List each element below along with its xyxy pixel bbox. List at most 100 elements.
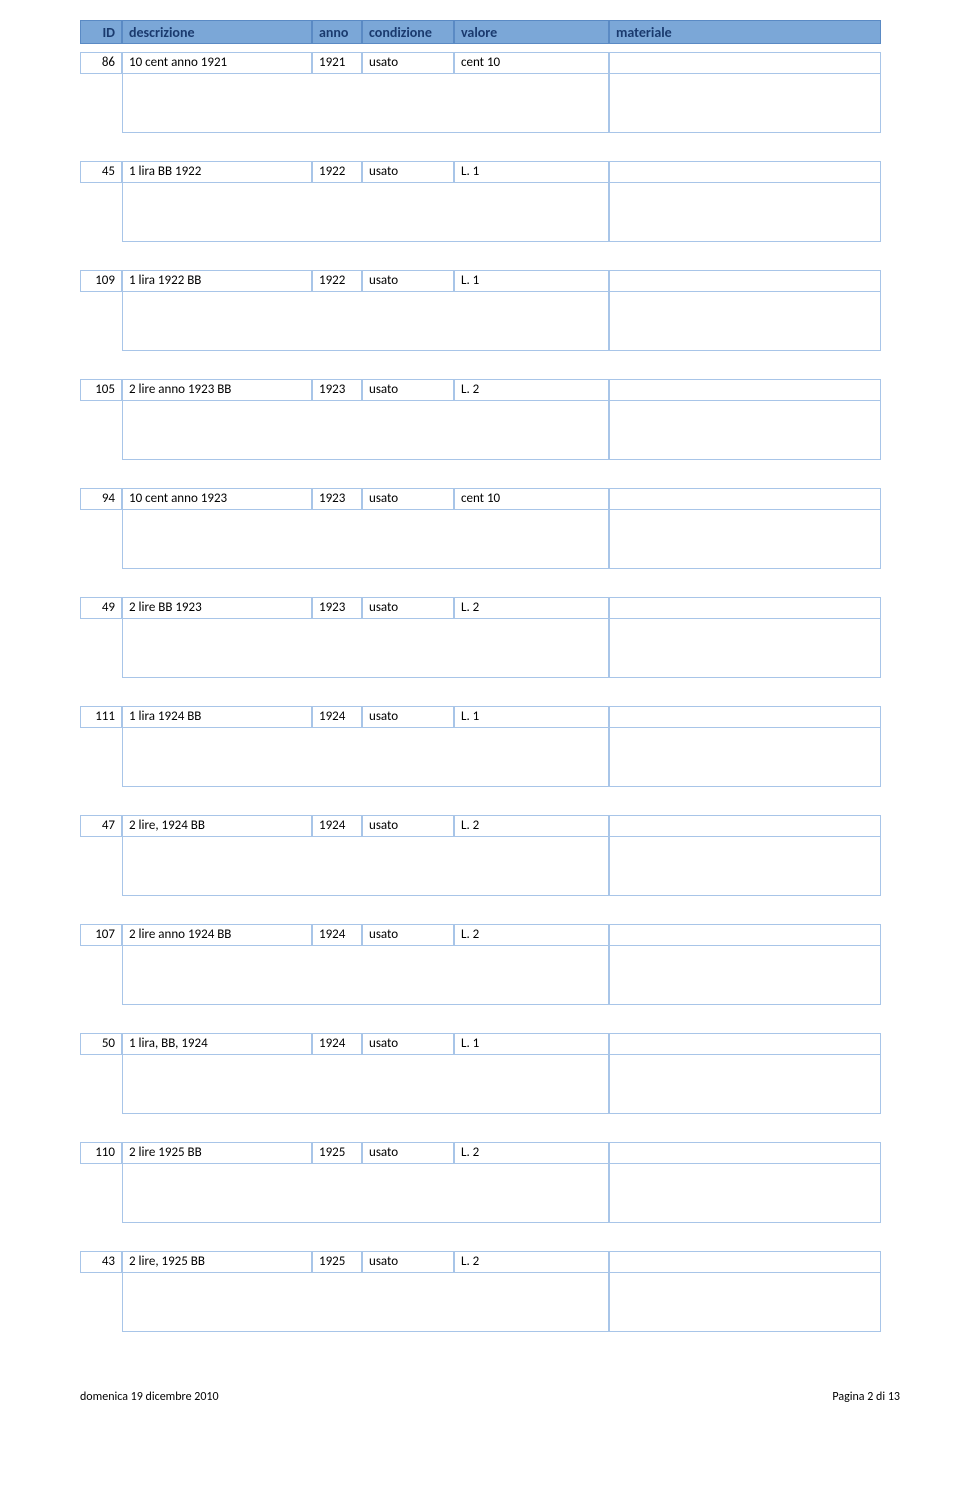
detail-box-right [609, 727, 881, 787]
cell-materiale [609, 161, 881, 183]
cell-valore: L. 2 [454, 924, 609, 946]
record-main-row: 1072 lire anno 1924 BB1924usatoL. 2 [80, 924, 900, 946]
record-main-row: 432 lire, 1925 BB1925usatoL. 2 [80, 1251, 900, 1273]
detail-box-right [609, 618, 881, 678]
record-detail-row [80, 945, 900, 1005]
detail-box-left [122, 182, 609, 242]
detail-spacer [80, 509, 122, 569]
cell-id: 86 [80, 52, 122, 74]
record-detail-row [80, 727, 900, 787]
record-main-row: 1102 lire 1925 BB1925usatoL. 2 [80, 1142, 900, 1164]
footer-date: domenica 19 dicembre 2010 [80, 1390, 219, 1404]
detail-spacer [80, 400, 122, 460]
record-detail-row [80, 509, 900, 569]
record-detail-row [80, 1272, 900, 1332]
table-row: 432 lire, 1925 BB1925usatoL. 2 [80, 1251, 900, 1332]
cell-id: 49 [80, 597, 122, 619]
header-condizione: condizione [362, 20, 454, 44]
cell-id: 105 [80, 379, 122, 401]
record-main-row: 492 lire BB 19231923usatoL. 2 [80, 597, 900, 619]
cell-condizione: usato [362, 815, 454, 837]
record-main-row: 472 lire, 1924 BB1924usatoL. 2 [80, 815, 900, 837]
page-footer: domenica 19 dicembre 2010 Pagina 2 di 13 [0, 1390, 960, 1424]
table-row: 1072 lire anno 1924 BB1924usatoL. 2 [80, 924, 900, 1005]
cell-anno: 1925 [312, 1251, 362, 1273]
cell-condizione: usato [362, 597, 454, 619]
cell-condizione: usato [362, 706, 454, 728]
cell-materiale [609, 52, 881, 74]
record-main-row: 1052 lire anno 1923 BB1923usatoL. 2 [80, 379, 900, 401]
report-page: ID descrizione anno condizione valore ma… [0, 0, 960, 1390]
cell-condizione: usato [362, 379, 454, 401]
record-detail-row [80, 400, 900, 460]
detail-box-right [609, 945, 881, 1005]
header-id: ID [80, 20, 122, 44]
detail-box-left [122, 291, 609, 351]
cell-valore: cent 10 [454, 52, 609, 74]
cell-anno: 1923 [312, 379, 362, 401]
detail-spacer [80, 182, 122, 242]
cell-id: 110 [80, 1142, 122, 1164]
records-container: 8610 cent anno 19211921usatocent 10451 l… [80, 52, 900, 1332]
detail-box-right [609, 836, 881, 896]
header-descrizione: descrizione [122, 20, 312, 44]
table-row: 472 lire, 1924 BB1924usatoL. 2 [80, 815, 900, 896]
cell-anno: 1923 [312, 488, 362, 510]
cell-descrizione: 1 lira 1922 BB [122, 270, 312, 292]
cell-valore: L. 1 [454, 1033, 609, 1055]
cell-descrizione: 2 lire anno 1924 BB [122, 924, 312, 946]
table-row: 451 lira BB 19221922usatoL. 1 [80, 161, 900, 242]
cell-descrizione: 2 lire anno 1923 BB [122, 379, 312, 401]
cell-descrizione: 10 cent anno 1923 [122, 488, 312, 510]
detail-box-right [609, 291, 881, 351]
cell-anno: 1925 [312, 1142, 362, 1164]
record-main-row: 451 lira BB 19221922usatoL. 1 [80, 161, 900, 183]
cell-materiale [609, 379, 881, 401]
detail-spacer [80, 836, 122, 896]
cell-valore: L. 2 [454, 1251, 609, 1273]
header-valore: valore [454, 20, 609, 44]
detail-spacer [80, 618, 122, 678]
cell-descrizione: 2 lire 1925 BB [122, 1142, 312, 1164]
cell-anno: 1922 [312, 161, 362, 183]
record-detail-row [80, 1163, 900, 1223]
detail-spacer [80, 1163, 122, 1223]
cell-id: 107 [80, 924, 122, 946]
record-detail-row [80, 73, 900, 133]
record-main-row: 9410 cent anno 19231923usatocent 10 [80, 488, 900, 510]
detail-box-left [122, 945, 609, 1005]
footer-page: Pagina 2 di 13 [832, 1390, 900, 1404]
cell-anno: 1924 [312, 1033, 362, 1055]
cell-descrizione: 1 lira 1924 BB [122, 706, 312, 728]
detail-box-left [122, 509, 609, 569]
cell-id: 94 [80, 488, 122, 510]
cell-descrizione: 1 lira, BB, 1924 [122, 1033, 312, 1055]
cell-condizione: usato [362, 1251, 454, 1273]
cell-materiale [609, 815, 881, 837]
cell-materiale [609, 597, 881, 619]
cell-condizione: usato [362, 161, 454, 183]
cell-descrizione: 2 lire, 1925 BB [122, 1251, 312, 1273]
table-row: 8610 cent anno 19211921usatocent 10 [80, 52, 900, 133]
detail-spacer [80, 945, 122, 1005]
detail-box-right [609, 509, 881, 569]
record-detail-row [80, 182, 900, 242]
cell-materiale [609, 1033, 881, 1055]
table-row: 9410 cent anno 19231923usatocent 10 [80, 488, 900, 569]
cell-valore: L. 1 [454, 270, 609, 292]
header-anno: anno [312, 20, 362, 44]
detail-box-right [609, 182, 881, 242]
cell-condizione: usato [362, 924, 454, 946]
cell-id: 45 [80, 161, 122, 183]
table-row: 492 lire BB 19231923usatoL. 2 [80, 597, 900, 678]
record-main-row: 1111 lira 1924 BB1924usatoL. 1 [80, 706, 900, 728]
record-detail-row [80, 291, 900, 351]
cell-valore: L. 1 [454, 706, 609, 728]
detail-box-left [122, 836, 609, 896]
cell-id: 43 [80, 1251, 122, 1273]
cell-anno: 1924 [312, 706, 362, 728]
table-row: 1102 lire 1925 BB1925usatoL. 2 [80, 1142, 900, 1223]
detail-box-left [122, 73, 609, 133]
cell-materiale [609, 706, 881, 728]
cell-condizione: usato [362, 1142, 454, 1164]
